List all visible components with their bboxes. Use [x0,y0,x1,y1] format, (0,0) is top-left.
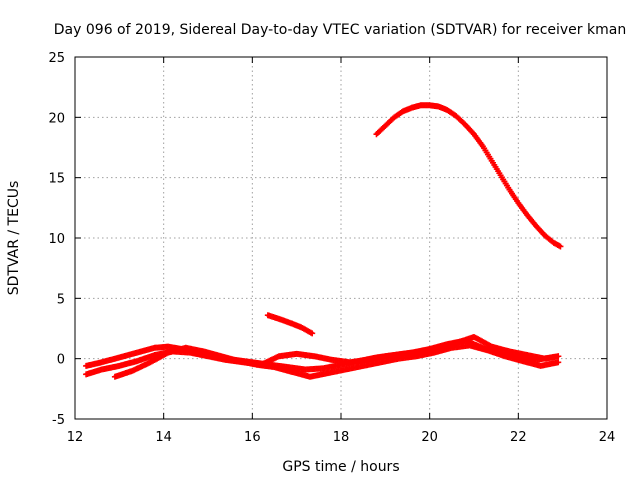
data-points [83,102,564,380]
y-tick-label: 25 [48,51,65,66]
series [264,312,316,337]
y-tick-labels: -5 0 5 10 15 20 25 [48,51,65,428]
chart-title: Day 096 of 2019, Sidereal Day-to-day VTE… [54,22,626,38]
series [111,342,562,380]
x-tick-label: 24 [599,430,616,445]
x-tick-label: 12 [67,430,84,445]
y-tick-label: 0 [57,353,65,368]
y-tick-label: 10 [48,232,65,247]
x-tick-label: 20 [421,430,438,445]
x-axis-label: GPS time / hours [282,459,399,475]
y-tick-label: 15 [48,172,65,187]
x-tick-labels: 12 14 16 18 20 22 24 [67,430,616,445]
y-tick-label: 5 [57,292,65,307]
x-tick-label: 22 [510,430,527,445]
y-axis-label: SDTVAR / TECUs [6,181,22,296]
data-point [555,353,562,360]
data-point [309,330,316,337]
x-tick-label: 14 [155,430,172,445]
tick-marks [74,56,608,420]
x-tick-label: 16 [244,430,261,445]
data-point [557,243,564,250]
y-tick-label: -5 [52,413,65,428]
y-tick-label: 20 [48,111,65,126]
x-tick-label: 18 [333,430,350,445]
series [373,102,564,250]
data-point [555,359,562,366]
